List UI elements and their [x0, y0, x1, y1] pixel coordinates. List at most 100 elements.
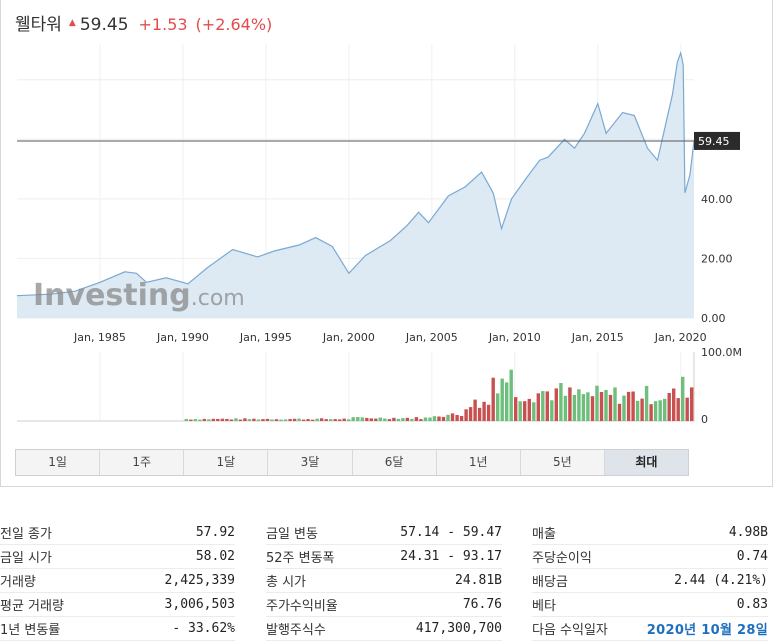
volume-bar: [496, 393, 500, 421]
volume-bar: [297, 418, 301, 421]
volume-bar: [184, 419, 188, 421]
period-6m-button[interactable]: 6달: [353, 450, 437, 475]
period-selector: 1일 1주 1달 3달 6달 1년 5년 최대: [15, 449, 689, 476]
x-tick-label: Jan, 2005: [405, 331, 458, 344]
stat-value: 4.98B: [728, 525, 768, 540]
volume-bar: [283, 419, 288, 421]
volume-bar: [690, 387, 694, 421]
stat-label: 총 시가: [266, 575, 307, 590]
volume-bar: [225, 418, 229, 421]
volume-bar: [595, 385, 599, 421]
volume-bar: [446, 414, 450, 421]
key-stats: 전일 종가 57.92 금일 시가 58.02 거래량 2,425,339 평균 거래…: [0, 521, 773, 643]
volume-bar: [428, 417, 432, 421]
volume-bar: [437, 416, 441, 421]
stock-name: 웰타워: [15, 15, 62, 35]
volume-bar: [383, 418, 387, 421]
stat-value: - 33.62%: [172, 621, 235, 636]
volume-bar: [505, 382, 509, 421]
current-price-tag: [694, 131, 740, 150]
volume-bar: [622, 395, 626, 421]
period-1m-button[interactable]: 1달: [184, 450, 269, 475]
volume-bar: [288, 419, 292, 421]
y-tick-label: 40.00: [701, 193, 733, 206]
volume-bar: [342, 418, 346, 421]
volume-bar: [265, 418, 270, 421]
volume-bar: [211, 418, 215, 421]
volume-bar: [234, 418, 238, 421]
next-earnings-link[interactable]: 2020년 10월 28일: [646, 623, 768, 638]
stat-revenue: 매출 4.98B: [532, 521, 768, 545]
volume-bar: [378, 417, 382, 421]
stat-beta: 베타 0.83: [532, 593, 768, 617]
volume-bar: [207, 419, 211, 421]
volume-bar: [523, 401, 527, 421]
volume-bar: [658, 400, 662, 421]
stat-label: 평균 거래량: [0, 599, 64, 614]
volume-bar: [631, 391, 635, 421]
price-chart[interactable]: Investing.com 59.45 0.00 20.00 40.00 Jan, 198…: [1, 0, 773, 440]
volume-bar: [216, 419, 220, 421]
stat-dividend: 배당금 2.44 (4.21%): [532, 569, 768, 593]
volume-bar: [441, 416, 446, 421]
period-1y-button[interactable]: 1년: [437, 450, 521, 475]
stat-label: 금일 시가: [0, 551, 52, 566]
volume-bar: [301, 419, 306, 421]
period-5y-button[interactable]: 5년: [521, 450, 605, 475]
volume-bar: [599, 392, 604, 421]
logo-suffix-text: .com: [191, 286, 245, 311]
stat-value: 0.74: [736, 549, 768, 564]
volume-bar: [514, 397, 518, 421]
stat-value: 2,425,339: [164, 573, 235, 588]
volume-bar: [252, 418, 256, 421]
stat-52w-range: 52주 변동폭 24.31 - 93.17: [266, 545, 502, 569]
price-change: +1.53: [138, 15, 188, 34]
period-1d-button[interactable]: 1일: [16, 450, 101, 475]
volume-bar: [577, 389, 581, 421]
stat-eps: 주당순이익 0.74: [532, 545, 768, 569]
period-3m-button[interactable]: 3달: [268, 450, 353, 475]
volume-bar: [202, 418, 206, 421]
investing-logo: Investing.com: [33, 278, 245, 313]
period-max-button[interactable]: 최대: [604, 450, 688, 475]
volume-bar: [635, 400, 640, 421]
stats-column-3: 매출 4.98B 주당순이익 0.74 배당금 2.44 (4.21%) 베타 0.83…: [532, 521, 768, 641]
price-change-percent: (+2.64%): [195, 15, 273, 34]
volume-bar: [279, 419, 283, 421]
volume-bar: [351, 417, 355, 421]
volume-bar: [527, 398, 531, 421]
stat-value: 76.76: [462, 597, 502, 612]
volume-bar: [243, 418, 247, 421]
volume-bar: [423, 417, 428, 421]
stat-value: 24.31 - 93.17: [400, 549, 502, 564]
period-1w-button[interactable]: 1주: [100, 450, 185, 475]
volume-bar: [572, 395, 577, 421]
volume-bar: [613, 387, 617, 421]
volume-bar: [256, 419, 261, 421]
x-tick-label: Jan, 2000: [322, 331, 375, 344]
stat-pe-ratio: 주가수익비율 76.76: [266, 593, 502, 617]
stat-label: 발행주식수: [266, 623, 326, 638]
logo-brand-text: Investing: [33, 278, 191, 313]
volume-bar: [374, 418, 378, 421]
stats-column-1: 전일 종가 57.92 금일 시가 58.02 거래량 2,425,339 평균 거래…: [0, 521, 235, 641]
y-tick-label: 0.00: [701, 312, 726, 325]
stat-volume: 거래량 2,425,339: [0, 569, 235, 593]
stat-label: 주가수익비율: [266, 599, 338, 614]
stat-value: 2.44 (4.21%): [674, 573, 768, 588]
x-tick-label: Jan, 1995: [239, 331, 292, 344]
volume-bar: [319, 418, 324, 421]
volume-bar: [477, 407, 482, 421]
volume-bar: [663, 398, 667, 421]
volume-bar: [486, 404, 491, 421]
stat-label: 전일 종가: [0, 527, 52, 542]
y-tick-label: 20.00: [701, 252, 733, 265]
volume-bar: [292, 418, 297, 421]
stat-value: 24.81B: [455, 573, 502, 588]
stat-value: 58.02: [195, 549, 235, 564]
stat-next-earnings: 다음 수익일자 2020년 10월 28일: [532, 617, 768, 641]
chart-panel: Investing.com 59.45 0.00 20.00 40.00 Jan, 198…: [0, 0, 773, 487]
stat-label: 베타: [532, 599, 556, 614]
volume-bar: [347, 419, 351, 421]
volume-bar: [405, 417, 410, 421]
